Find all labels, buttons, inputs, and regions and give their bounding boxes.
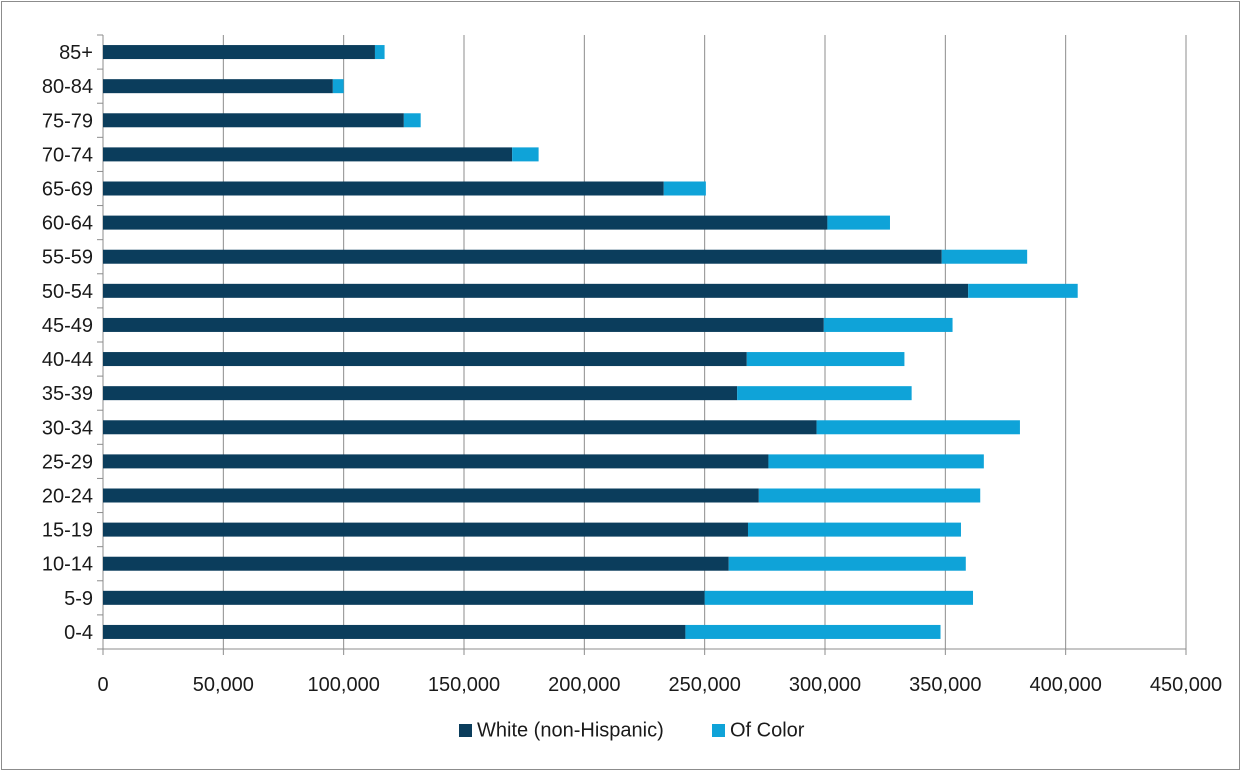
y-tick-label: 70-74 — [42, 144, 93, 166]
y-tick-label: 50-54 — [42, 281, 93, 303]
x-tick-label: 400,000 — [1030, 674, 1102, 696]
y-tick-label: 80-84 — [42, 76, 93, 98]
bar-white-non-hispanic-60-64 — [103, 215, 828, 230]
y-tick-label: 15-19 — [42, 520, 93, 542]
bar-white-non-hispanic-55-59 — [103, 249, 942, 264]
x-tick-label: 200,000 — [548, 674, 620, 696]
x-tick-label: 250,000 — [669, 674, 741, 696]
bar-white-non-hispanic-80-84 — [103, 79, 333, 94]
x-tick-label: 50,000 — [193, 674, 254, 696]
bar-of-color-45-49 — [823, 317, 953, 332]
y-tick-label: 40-44 — [42, 349, 93, 371]
bar-of-color-25-29 — [768, 454, 984, 469]
x-tick-label: 350,000 — [909, 674, 981, 696]
bar-white-non-hispanic-85+ — [103, 45, 375, 60]
bar-of-color-50-54 — [968, 283, 1078, 298]
bar-white-non-hispanic-40-44 — [103, 352, 747, 367]
bar-white-non-hispanic-50-54 — [103, 283, 969, 298]
bar-white-non-hispanic-35-39 — [103, 386, 738, 401]
y-tick-label: 25-29 — [42, 451, 93, 473]
bar-white-non-hispanic-15-19 — [103, 522, 748, 537]
bar-white-non-hispanic-25-29 — [103, 454, 769, 469]
y-tick-label: 65-69 — [42, 179, 93, 201]
x-tick-label: 150,000 — [428, 674, 500, 696]
bar-of-color-5-9 — [704, 590, 974, 605]
bar-white-non-hispanic-20-24 — [103, 488, 759, 503]
bar-of-color-65-69 — [663, 181, 706, 196]
y-tick-label: 60-64 — [42, 213, 93, 235]
y-tick-label: 75-79 — [42, 110, 93, 132]
bar-of-color-55-59 — [941, 249, 1028, 264]
bar-white-non-hispanic-30-34 — [103, 420, 817, 435]
bar-white-non-hispanic-45-49 — [103, 317, 824, 332]
legend-swatch-white-non-hispanic — [459, 724, 472, 737]
y-tick-label: 55-59 — [42, 247, 93, 269]
bar-white-non-hispanic-70-74 — [103, 147, 513, 162]
y-tick-label: 35-39 — [42, 383, 93, 405]
bar-white-non-hispanic-65-69 — [103, 181, 664, 196]
bar-of-color-40-44 — [746, 352, 905, 367]
bar-of-color-60-64 — [827, 215, 890, 230]
bar-white-non-hispanic-5-9 — [103, 590, 705, 605]
bar-of-color-85+ — [374, 45, 385, 60]
legend-label-white-non-hispanic: White (non-Hispanic) — [477, 720, 664, 742]
bar-of-color-10-14 — [728, 556, 966, 571]
y-tick-label: 20-24 — [42, 486, 93, 508]
y-tick-label: 85+ — [59, 42, 93, 64]
bar-white-non-hispanic-0-4 — [103, 624, 686, 639]
bar-of-color-35-39 — [737, 386, 912, 401]
bar-of-color-15-19 — [747, 522, 961, 537]
bar-of-color-20-24 — [758, 488, 981, 503]
y-tick-label: 0-4 — [64, 622, 93, 644]
bar-of-color-30-34 — [816, 420, 1020, 435]
bar-of-color-75-79 — [403, 113, 421, 128]
bar-of-color-0-4 — [685, 624, 941, 639]
x-tick-label: 100,000 — [308, 674, 380, 696]
legend-swatch-of-color — [712, 724, 725, 737]
legend-label-of-color: Of Color — [730, 720, 805, 742]
x-tick-label: 0 — [97, 674, 108, 696]
bar-white-non-hispanic-75-79 — [103, 113, 404, 128]
y-tick-label: 10-14 — [42, 554, 93, 576]
x-tick-label: 450,000 — [1150, 674, 1222, 696]
bar-of-color-70-74 — [512, 147, 539, 162]
x-tick-label: 300,000 — [789, 674, 861, 696]
y-tick-label: 45-49 — [42, 315, 93, 337]
y-tick-label: 5-9 — [64, 588, 93, 610]
bar-of-color-80-84 — [332, 79, 344, 94]
bar-white-non-hispanic-10-14 — [103, 556, 729, 571]
y-tick-label: 30-34 — [42, 417, 93, 439]
